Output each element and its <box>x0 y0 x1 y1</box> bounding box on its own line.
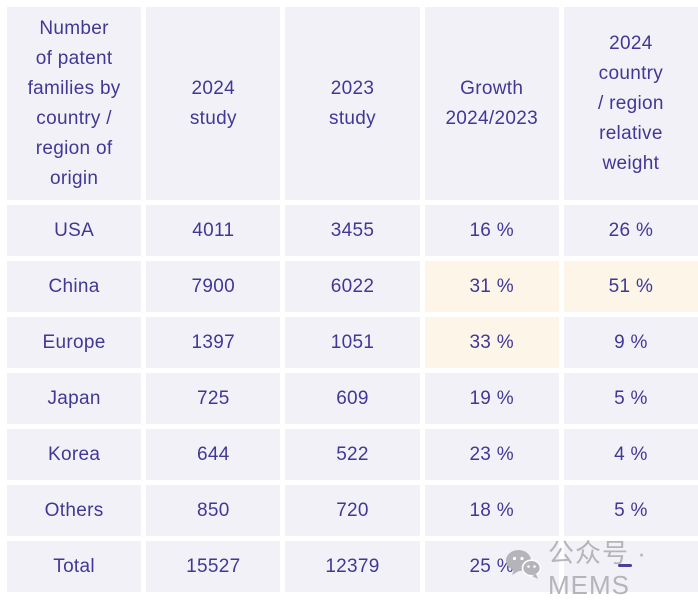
usa-growth: 16 % <box>424 205 559 256</box>
patent-families-table: Number of patent families by country / r… <box>7 7 698 592</box>
europe-2023-study: 1051 <box>285 317 420 368</box>
row-label-usa: USA <box>7 205 142 256</box>
korea-weight: 4 % <box>563 429 698 480</box>
korea-2023-study: 522 <box>285 429 420 480</box>
row-label-china: China <box>7 261 142 312</box>
row-label-korea: Korea <box>7 429 142 480</box>
row-label-japan: Japan <box>7 373 142 424</box>
korea-growth: 23 % <box>424 429 559 480</box>
column-header-2024-study: 2024 study <box>146 7 281 200</box>
obscured-value-fragment <box>618 564 632 567</box>
japan-2023-study: 609 <box>285 373 420 424</box>
china-2023-study: 6022 <box>285 261 420 312</box>
europe-growth: 33 % <box>424 317 559 368</box>
total-2023-study: 12379 <box>285 541 420 592</box>
usa-weight: 26 % <box>563 205 698 256</box>
japan-weight: 5 % <box>563 373 698 424</box>
japan-2024-study: 725 <box>146 373 281 424</box>
total-growth: 25 % <box>424 541 559 592</box>
others-2023-study: 720 <box>285 485 420 536</box>
column-header-origin: Number of patent families by country / r… <box>7 7 142 200</box>
china-2024-study: 7900 <box>146 261 281 312</box>
usa-2024-study: 4011 <box>146 205 281 256</box>
others-2024-study: 850 <box>146 485 281 536</box>
europe-weight: 9 % <box>563 317 698 368</box>
china-growth: 31 % <box>424 261 559 312</box>
others-growth: 18 % <box>424 485 559 536</box>
row-label-total: Total <box>7 541 142 592</box>
japan-growth: 19 % <box>424 373 559 424</box>
usa-2023-study: 3455 <box>285 205 420 256</box>
total-2024-study: 15527 <box>146 541 281 592</box>
row-label-others: Others <box>7 485 142 536</box>
korea-2024-study: 644 <box>146 429 281 480</box>
column-header-2023-study: 2023 study <box>285 7 420 200</box>
china-weight: 51 % <box>563 261 698 312</box>
europe-2024-study: 1397 <box>146 317 281 368</box>
others-weight: 5 % <box>563 485 698 536</box>
row-label-europe: Europe <box>7 317 142 368</box>
column-header-relative-weight: 2024 country / region relative weight <box>563 7 698 200</box>
column-header-growth: Growth 2024/2023 <box>424 7 559 200</box>
